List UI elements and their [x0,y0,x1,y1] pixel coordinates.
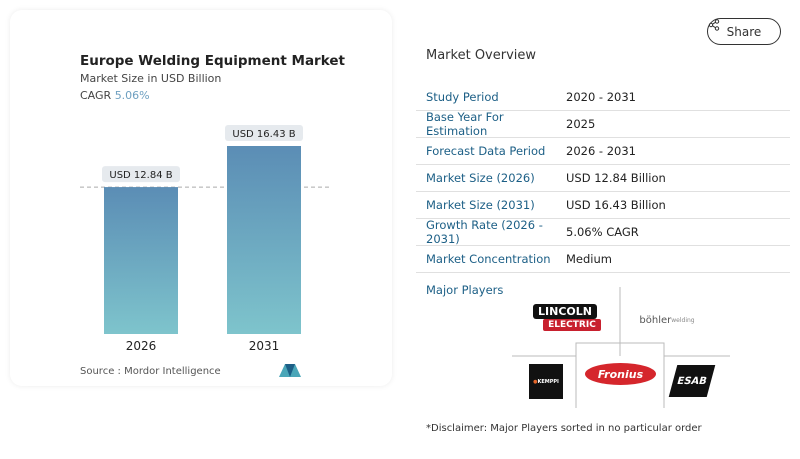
overview-row: Forecast Data Period 2026 - 2031 [416,138,790,165]
data-label-bg [225,125,303,141]
cagr-value: 5.06% [114,89,150,102]
fronius-logo: Fronius [585,363,656,385]
data-label: USD 12.84 B [109,170,172,181]
cagr-label: CAGR [80,89,112,102]
row-label: Market Size (2026) [426,171,535,185]
row-label: Forecast Data Period [426,144,546,158]
chart-subtitle: Market Size in USD Billion [80,72,222,85]
row-value: 2025 [566,117,596,131]
row-label: Study Period [426,90,499,104]
lincoln-electric-logo: LINCOLN ELECTRIC [522,303,608,332]
row-value: Medium [566,252,612,266]
disclaimer: *Disclaimer: Major Players sorted in no … [426,423,702,434]
x-tick-label: 2026 [126,339,157,353]
major-players-label: Major Players [426,283,504,297]
data-label: USD 16.43 B [232,129,295,140]
cagr: CAGR 5.06% [80,89,150,102]
esab-logo: ESAB [668,365,716,397]
chart-title: Europe Welding Equipment Market [80,53,345,69]
row-label: Base Year For Estimation [426,110,504,138]
overview-row: Study Period 2020 - 2031 [416,84,790,111]
overview-row: Market Size (2026) USD 12.84 Billion [416,165,790,192]
lincoln-text: LINCOLN [533,304,597,319]
row-value: 2026 - 2031 [566,144,636,158]
share-icon [708,19,720,31]
bar-2026 [104,187,178,334]
row-value: 2020 - 2031 [566,90,636,104]
overview-row: Base Year For Estimation 2025 [416,110,790,138]
row-label: Growth Rate (2026 - 2031) [426,218,543,246]
kemppi-logo: ● KEMPPI [529,364,563,399]
row-value: USD 16.43 Billion [566,198,666,212]
x-tick-label: 2031 [249,339,280,353]
bar-2031 [227,146,301,334]
source-text: Source : Mordor Intelligence [80,366,221,377]
row-value: 5.06% CAGR [566,225,639,239]
overview-title: Market Overview [426,48,537,63]
share-button[interactable]: Share [707,18,781,45]
row-value: USD 12.84 Billion [566,171,666,185]
mordor-logo-icon [279,364,301,377]
share-label: Share [726,24,762,39]
chart-card [10,10,392,386]
data-label-bg [102,166,180,183]
row-label: Market Concentration [426,252,551,266]
row-label: Market Size (2031) [426,198,535,212]
overview-row: Market Size (2031) USD 16.43 Billion [416,192,790,219]
bar-chart: USD 12.84 B 2026 USD 16.43 B 2031 [80,125,330,353]
overview-row: Market Concentration Medium [416,246,790,273]
electric-text: ELECTRIC [543,319,601,331]
bohler-logo: böhler welding [639,314,695,326]
overview-row: Growth Rate (2026 - 2031) 5.06% CAGR [416,218,790,246]
